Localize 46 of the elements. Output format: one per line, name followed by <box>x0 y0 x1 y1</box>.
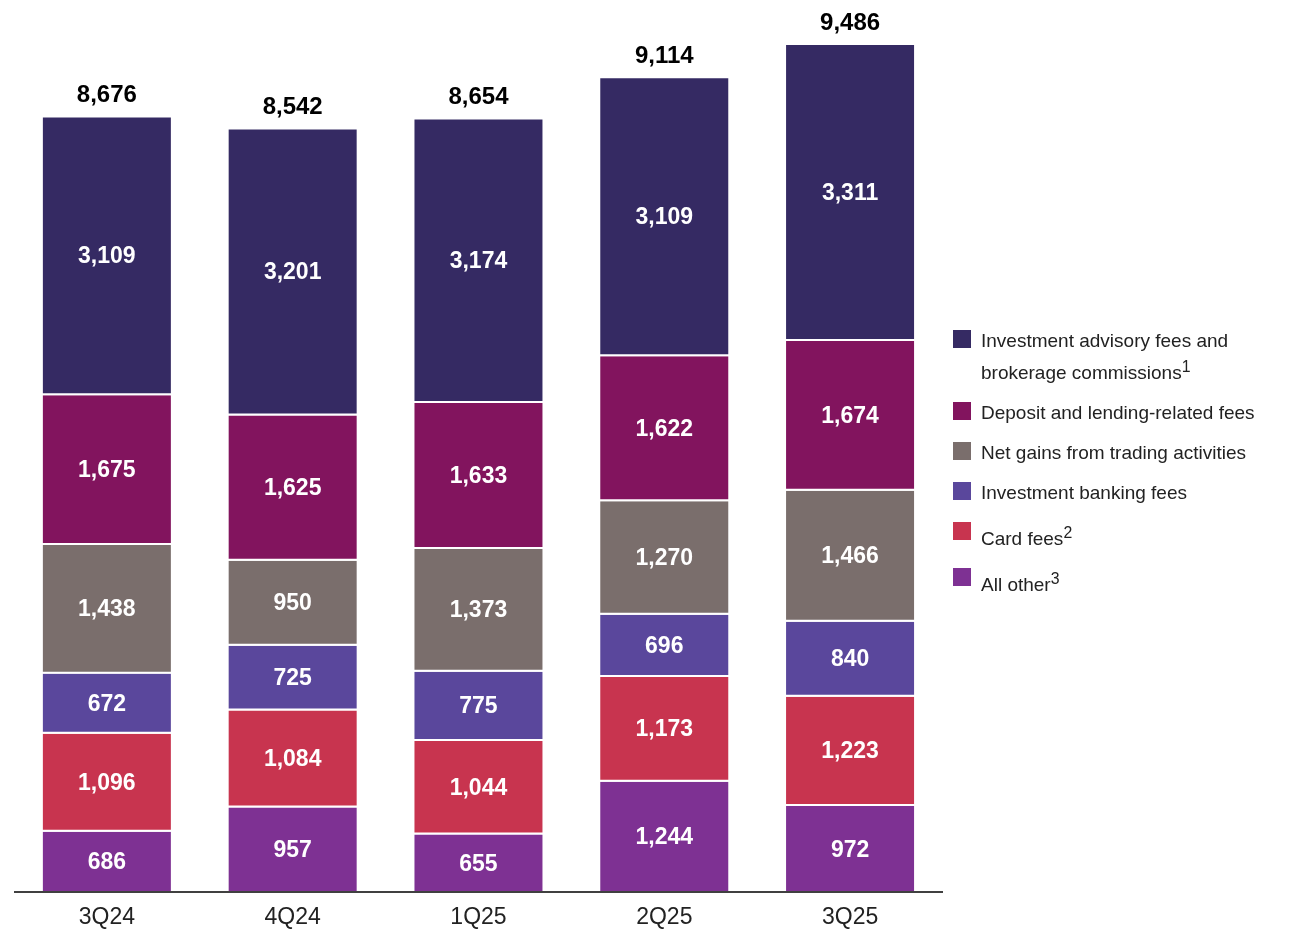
data-label: 1,622 <box>635 414 694 441</box>
data-label: 1,633 <box>449 462 508 489</box>
data-label: 957 <box>273 836 312 863</box>
data-label: 725 <box>273 664 313 691</box>
data-label: 1,674 <box>821 401 880 428</box>
legend-label: Net gains from trading activities <box>981 440 1247 465</box>
legend-label: Investment banking fees <box>981 480 1187 505</box>
x-tick-label: 4Q24 <box>264 903 322 930</box>
legend-label: Investment advisory fees and brokerage commissions$^{1}$ <box>981 328 1230 385</box>
total-label: 8,676 <box>76 80 137 108</box>
total-label: 8,542 <box>262 92 323 120</box>
data-label: 1,244 <box>635 823 694 850</box>
legend-label: Deposit and lending-related fees <box>981 400 1255 425</box>
data-label: 1,625 <box>263 474 322 501</box>
data-label: 972 <box>830 835 870 862</box>
data-label: 1,438 <box>78 595 136 622</box>
data-label: 1,466 <box>821 542 879 569</box>
data-label: 1,270 <box>635 543 694 570</box>
data-label: 775 <box>459 692 498 719</box>
data-label: 840 <box>830 645 870 672</box>
total-label: 8,654 <box>448 82 510 110</box>
legend-label: All other$^{3}$ <box>981 569 1060 598</box>
x-tick-label: 1Q25 <box>450 903 507 930</box>
x-tick-label: 3Q25 <box>821 903 879 930</box>
total-label: 9,114 <box>634 41 695 69</box>
data-label: 1,675 <box>78 456 136 483</box>
data-label: 3,201 <box>263 258 322 285</box>
data-label: 1,084 <box>263 745 322 771</box>
data-label: 950 <box>273 589 312 616</box>
data-label: 1,096 <box>78 768 136 795</box>
data-label: 696 <box>645 631 684 658</box>
x-tick-label: 2Q25 <box>636 903 693 930</box>
data-label: 1,044 <box>449 773 508 800</box>
data-label: 686 <box>87 848 127 875</box>
data-label: 1,173 <box>635 715 694 742</box>
data-label: 1,223 <box>821 737 879 764</box>
total-label: 9,486 <box>820 8 881 35</box>
x-tick-label: 3Q24 <box>78 903 136 930</box>
data-label: 1,373 <box>449 596 508 623</box>
legend-label: Card fees$^{2}$ <box>981 522 1073 552</box>
data-label: 672 <box>87 689 127 716</box>
data-label: 3,311 <box>821 178 879 205</box>
data-label: 3,109 <box>78 242 136 269</box>
data-label: 3,174 <box>449 247 508 274</box>
data-label: 655 <box>459 849 498 876</box>
data-label: 3,109 <box>635 203 694 230</box>
